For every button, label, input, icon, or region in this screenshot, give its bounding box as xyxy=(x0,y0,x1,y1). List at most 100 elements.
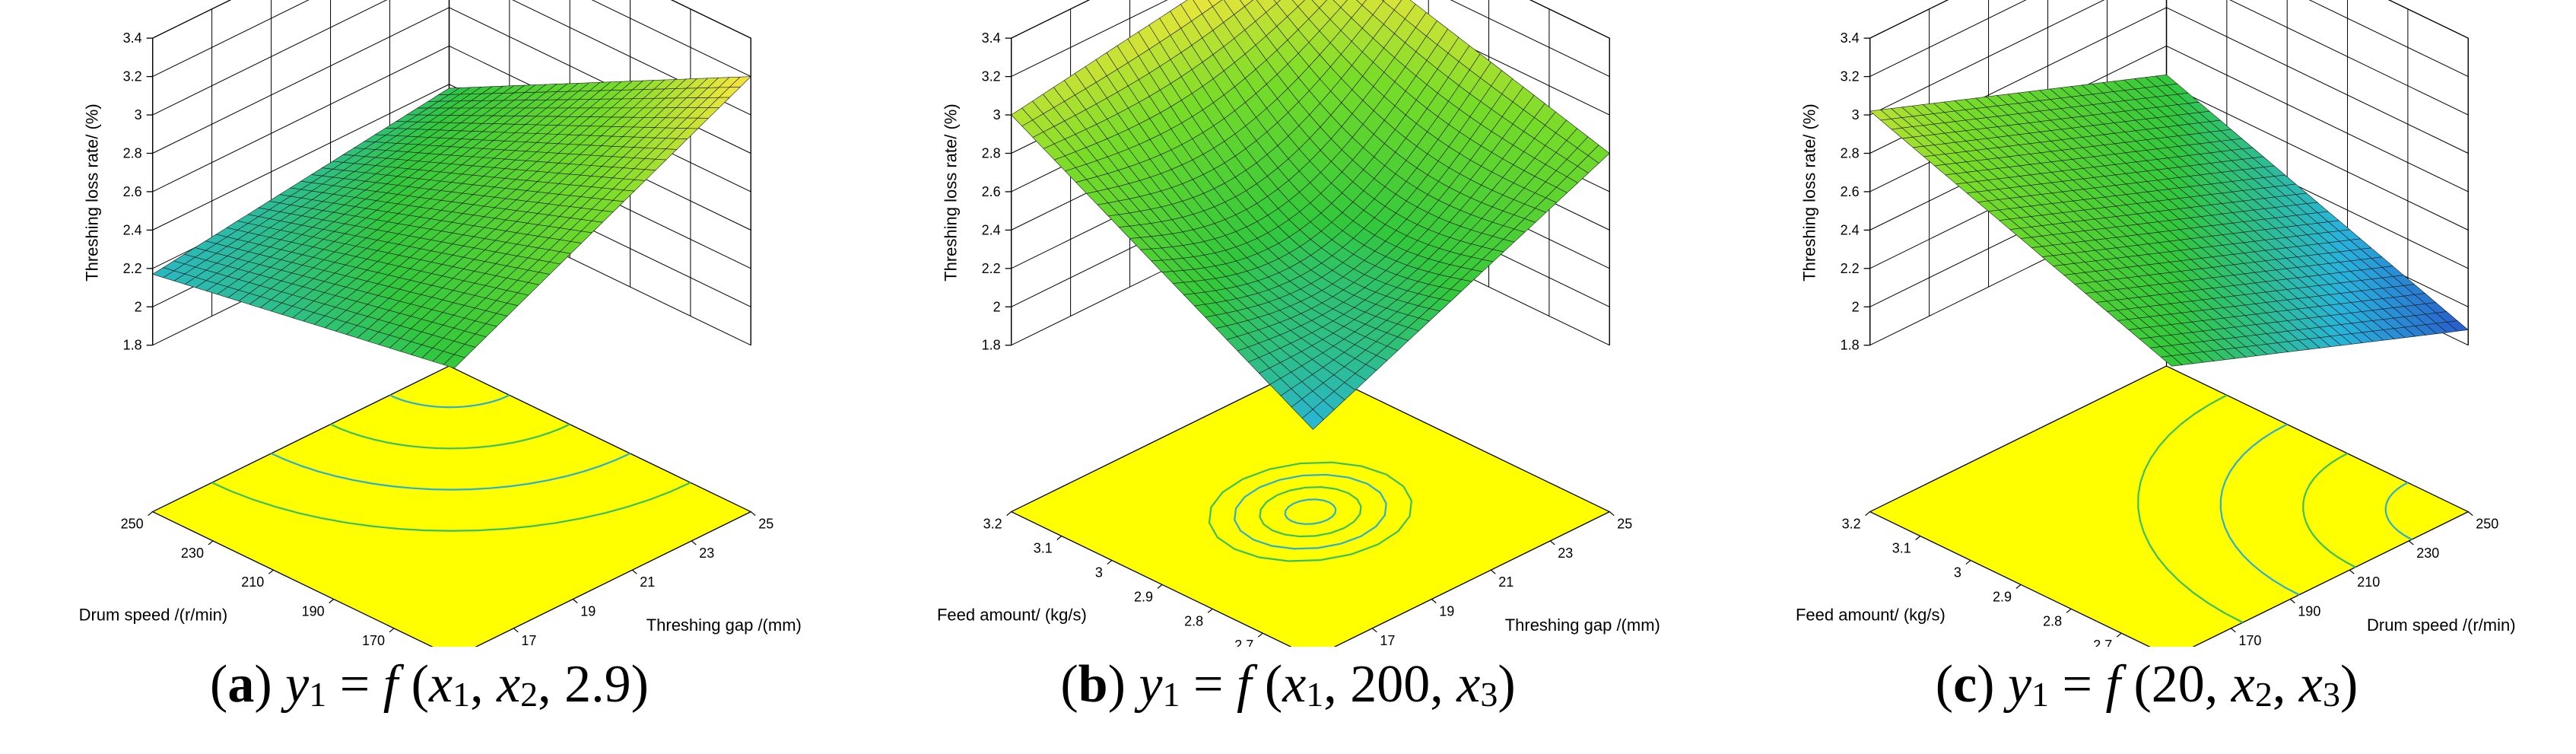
surface-mesh xyxy=(1011,0,1610,430)
floor-contours xyxy=(2137,394,2412,624)
right-axis-tick-label: 23 xyxy=(699,546,714,561)
z-tick-label: 3.4 xyxy=(123,30,142,46)
right-axis-tick-label: 170 xyxy=(2238,633,2261,647)
grid-line-z xyxy=(152,0,751,116)
right-axis-tick xyxy=(750,511,756,517)
right-axis-tick xyxy=(1371,628,1377,633)
left-axis-tick-label: 3.2 xyxy=(983,517,1002,532)
right-axis-tick-label: 23 xyxy=(1558,546,1573,561)
left-axis-tick xyxy=(1865,511,1871,517)
contour-line xyxy=(2384,482,2412,540)
left-axis-tick xyxy=(1157,584,1163,589)
contour-line xyxy=(271,452,631,491)
contour-line xyxy=(330,423,570,450)
left-axis-tick xyxy=(1915,536,1921,540)
right-axis-tick-label: 210 xyxy=(2357,574,2380,590)
z-tick-label: 3.2 xyxy=(123,69,142,84)
right-axis-tick-label: 19 xyxy=(580,604,596,619)
right-axis-tick-label: 21 xyxy=(1498,574,1514,590)
left-axis-label: Drum speed /(r/min) xyxy=(79,605,228,624)
right-axis-tick xyxy=(2289,599,2295,603)
left-axis-tick-label: 3.2 xyxy=(1842,517,1861,532)
right-axis-tick-label: 25 xyxy=(1617,517,1632,532)
contour-line xyxy=(1234,473,1387,550)
z-tick-label: 2.6 xyxy=(1841,184,1860,199)
left-axis-tick-label: 230 xyxy=(181,546,204,561)
z-axis-label: Threshing loss rate/ (%) xyxy=(83,103,102,282)
z-tick-label: 2.2 xyxy=(123,261,142,276)
right-axis-tick-label: 250 xyxy=(2476,517,2498,532)
z-tick-label: 1.8 xyxy=(982,338,1001,353)
right-axis-tick xyxy=(2230,628,2236,633)
left-axis-tick xyxy=(2066,608,2072,613)
z-tick-label: 3 xyxy=(993,107,1001,122)
left-axis-tick-label: 2.7 xyxy=(1234,638,1253,647)
right-axis-tick-label: 21 xyxy=(640,574,655,590)
left-axis-tick-label: 3.1 xyxy=(1892,541,1911,556)
grid-line-z xyxy=(1011,0,1610,78)
left-axis-tick-label: 170 xyxy=(362,633,385,647)
surface-plot-a: 1.8 2 2.2 2.4 2.6 2.8 3 3.2 3.4 Threshing loss ra… xyxy=(79,0,802,647)
left-axis-tick-label: 2.9 xyxy=(1993,589,2012,604)
left-axis-tick xyxy=(389,628,395,633)
panel-c: 1.8 2 2.2 2.4 2.6 2.8 3 3.2 3.4 Threshing loss ra… xyxy=(1717,0,2576,754)
right-axis-tick xyxy=(2467,511,2473,517)
left-axis-tick xyxy=(1965,559,1971,565)
grid-line-z xyxy=(152,0,751,78)
left-axis-label: Feed amount/ (kg/s) xyxy=(937,605,1087,624)
contour-floor xyxy=(151,365,752,647)
surface-cell xyxy=(1273,0,1281,4)
grid-line-z xyxy=(1869,0,2469,78)
contour-line xyxy=(389,394,510,409)
z-tick-label: 3 xyxy=(1852,107,1860,122)
left-axis-tick xyxy=(268,569,274,574)
left-axis-tick xyxy=(1257,632,1263,638)
contour-floor xyxy=(1869,365,2470,647)
right-axis-tick xyxy=(1431,599,1437,603)
z-tick-label: 2.2 xyxy=(1841,261,1860,276)
right-axis-tick xyxy=(572,599,578,603)
right-axis-tick-label: 17 xyxy=(1380,633,1395,647)
z-tick-label: 2.4 xyxy=(123,222,142,237)
caption-c: (c) y1 = f (20, x2, x3) xyxy=(1935,655,2358,714)
left-axis-tick xyxy=(1207,608,1213,613)
left-axis-tick xyxy=(1056,536,1062,540)
left-axis-tick xyxy=(1107,559,1113,565)
left-axis-tick-label: 3 xyxy=(1954,565,1961,580)
contour-line xyxy=(1284,498,1337,525)
right-axis-tick xyxy=(1609,511,1615,517)
right-axis-tick xyxy=(631,569,637,574)
left-axis-tick xyxy=(1006,511,1012,517)
z-tick-label: 2.8 xyxy=(982,145,1001,161)
contour-line xyxy=(2137,394,2244,624)
floor-contours xyxy=(211,394,691,532)
right-axis-tick xyxy=(2408,540,2414,546)
left-axis-tick-label: 2.9 xyxy=(1134,589,1153,604)
panel-b: 1.8 2 2.2 2.4 2.6 2.8 3 3.2 3.4 Threshing loss ra… xyxy=(859,0,1717,754)
z-tick-label: 2.6 xyxy=(982,184,1001,199)
left-axis-tick-label: 2.8 xyxy=(2043,613,2062,628)
z-tick-label: 3.4 xyxy=(1841,30,1860,46)
left-axis-tick xyxy=(329,599,335,603)
caption-b: (b) y1 = f (x1, 200, x3) xyxy=(1060,655,1516,714)
z-tick-label: 1.8 xyxy=(123,338,142,353)
left-axis-tick xyxy=(2116,632,2122,638)
surface-plot-c: 1.8 2 2.2 2.4 2.6 2.8 3 3.2 3.4 Threshing loss ra… xyxy=(1796,0,2516,647)
right-axis-tick-label: 19 xyxy=(1439,604,1454,619)
floor-contours xyxy=(1208,461,1413,562)
left-axis-tick xyxy=(208,540,214,546)
right-axis-tick-label: 230 xyxy=(2416,546,2439,561)
right-axis-tick xyxy=(2349,569,2355,574)
z-tick-label: 2.4 xyxy=(1841,222,1860,237)
surface-cell xyxy=(1291,0,1305,8)
z-tick-label: 2.8 xyxy=(123,145,142,161)
z-tick-label: 2.8 xyxy=(1841,145,1860,161)
left-axis-tick-label: 250 xyxy=(121,517,144,532)
right-axis-tick-label: 17 xyxy=(521,633,536,647)
z-tick-label: 1.8 xyxy=(1841,338,1860,353)
left-axis-tick-label: 2.8 xyxy=(1184,613,1203,628)
right-axis-tick xyxy=(1549,540,1555,546)
surface-cell xyxy=(1301,409,1324,430)
caption-a: (a) y1 = f (x1, x2, 2.9) xyxy=(210,655,649,714)
